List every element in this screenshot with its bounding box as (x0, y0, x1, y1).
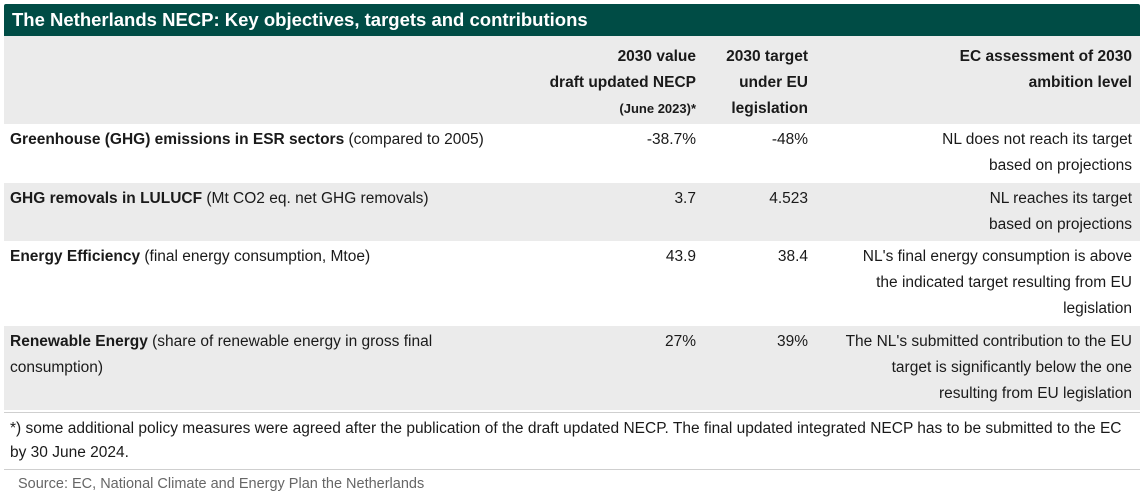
row-indicator: Energy Efficiency (final energy consumpt… (4, 241, 520, 326)
source-note: Source: EC, National Climate and Energy … (18, 476, 425, 492)
table-title: The Netherlands NECP: Key objectives, ta… (4, 4, 1140, 36)
header-2030-target-line2: under EU (739, 74, 808, 91)
table-row-ghg-esr: Greenhouse (GHG) emissions in ESR sector… (4, 124, 1140, 183)
row-target: 39% (700, 325, 812, 410)
header-ec-assessment-line1: EC assessment of 2030 (959, 48, 1132, 65)
header-2030-value-line1: 2030 value (617, 48, 696, 65)
row-indicator-bold: Renewable Energy (10, 333, 148, 350)
header-row: 2030 value draft updated NECP (June 2023… (4, 36, 1140, 124)
header-2030-target-line1: 2030 target (726, 48, 808, 65)
row-indicator-detail: (compared to 2005) (344, 131, 484, 148)
header-2030-value: 2030 value draft updated NECP (June 2023… (520, 36, 700, 124)
row-indicator-bold: GHG removals in LULUCF (10, 190, 203, 207)
row-indicator-bold: Greenhouse (GHG) emissions in ESR sector… (10, 131, 345, 148)
table-row-lulucf: GHG removals in LULUCF (Mt CO2 eq. net G… (4, 182, 1140, 241)
row-indicator-detail: (share of renewable energy in gross fina… (10, 333, 433, 376)
row-target: 38.4 (777, 248, 808, 265)
row-value: -38.7% (646, 131, 696, 148)
row-assessment: NL does not reach its target based on pr… (812, 124, 1140, 183)
row-assessment: The NL's submitted contribution to the E… (812, 325, 1140, 410)
row-indicator-detail: (final energy consumption, Mtoe) (140, 248, 371, 265)
row-assessment-text: NL's final energy consumption is above t… (862, 248, 1132, 317)
table-container: The Netherlands NECP: Key objectives, ta… (4, 4, 1140, 492)
header-2030-target: 2030 target under EU legislation (700, 36, 812, 124)
row-value: 43.9 (665, 248, 696, 265)
header-indicator (4, 36, 520, 124)
row-indicator: Renewable Energy (share of renewable ene… (4, 325, 520, 410)
row-assessment-text: NL does not reach its target based on pr… (942, 131, 1132, 174)
header-2030-value-line3: (June 2023)* (619, 101, 696, 116)
row-indicator: GHG removals in LULUCF (Mt CO2 eq. net G… (4, 182, 520, 241)
row-assessment-text: The NL's submitted contribution to the E… (845, 333, 1132, 402)
header-ec-assessment: EC assessment of 2030 ambition level (812, 36, 1140, 124)
table-row-energy-efficiency: Energy Efficiency (final energy consumpt… (4, 241, 1140, 326)
row-target: 4.523 (700, 182, 812, 241)
table-row-renewable-energy: Renewable Energy (share of renewable ene… (4, 325, 1140, 410)
row-assessment: NL's final energy consumption is above t… (812, 241, 1140, 326)
row-value: 3.7 (520, 182, 700, 241)
row-assessment: NL reaches its target based on projectio… (812, 182, 1140, 241)
row-indicator-bold: Energy Efficiency (10, 248, 141, 265)
row-indicator-detail: (Mt CO2 eq. net GHG removals) (202, 190, 429, 207)
header-2030-target-line3: legislation (731, 100, 808, 117)
footnote: *) some additional policy measures were … (4, 412, 1140, 470)
objectives-table: 2030 value draft updated NECP (June 2023… (4, 36, 1140, 410)
header-ec-assessment-line2: ambition level (1028, 74, 1132, 91)
row-assessment-text: NL reaches its target based on projectio… (988, 190, 1132, 233)
row-target: -48% (771, 131, 808, 148)
row-indicator: Greenhouse (GHG) emissions in ESR sector… (4, 124, 520, 183)
header-2030-value-line2: draft updated NECP (549, 74, 696, 91)
row-value: 27% (520, 325, 700, 410)
